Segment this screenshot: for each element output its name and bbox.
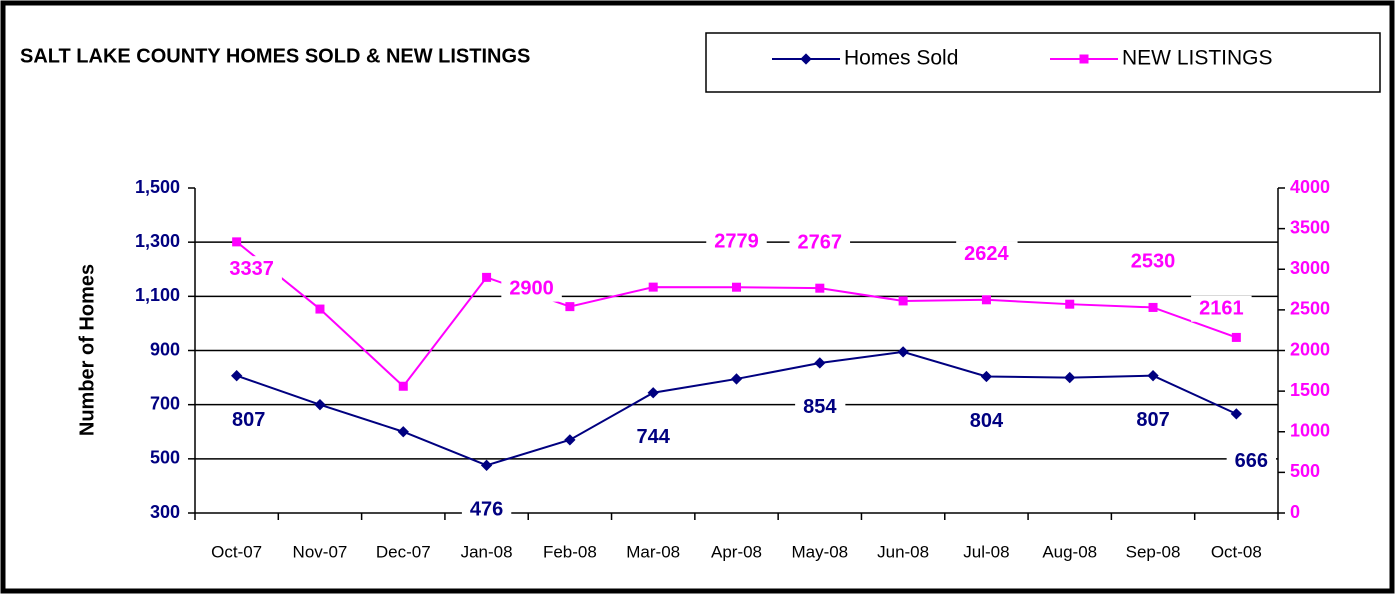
data-label: 807: [232, 409, 265, 431]
data-label: 2900: [509, 278, 554, 300]
data-label: 807: [1136, 409, 1169, 431]
data-label: 854: [803, 396, 837, 418]
y2-tick-label: 1000: [1290, 421, 1330, 441]
point-marker: [1230, 408, 1243, 420]
point-marker: [230, 370, 243, 382]
y-axis-label: Number of Homes: [76, 264, 98, 436]
data-label: 666: [1235, 450, 1268, 472]
y2-tick-label: 3000: [1290, 258, 1330, 278]
y-tick-label: 1,500: [135, 177, 180, 197]
point-marker: [1065, 299, 1075, 309]
point-marker: [1231, 332, 1241, 342]
point-marker: [1147, 370, 1159, 382]
legend-label: NEW LISTINGS: [1122, 47, 1273, 70]
point-marker: [732, 282, 741, 292]
y-tick-label: 300: [150, 502, 180, 522]
point-marker: [314, 399, 326, 411]
x-tick-label: Jul-08: [963, 542, 1009, 561]
data-label-bg: [501, 275, 562, 302]
data-label-bg: [628, 424, 679, 451]
data-label-bg: [461, 496, 512, 523]
x-tick-label: Nov-07: [293, 542, 348, 561]
data-label: 744: [637, 426, 671, 448]
point-marker: [1148, 302, 1158, 312]
data-label-bg: [961, 407, 1012, 434]
data-label-bg: [1128, 406, 1178, 433]
data-label-bg: [221, 256, 282, 283]
x-tick-label: Sep-08: [1126, 542, 1181, 561]
x-tick-label: Mar-08: [626, 542, 680, 561]
point-marker: [980, 370, 993, 383]
point-marker: [898, 296, 908, 306]
point-marker: [232, 237, 242, 247]
point-marker: [1064, 371, 1076, 384]
x-tick-label: Dec-07: [376, 542, 431, 561]
y-tick-label: 900: [150, 339, 180, 359]
y-tick-label: 700: [150, 393, 180, 413]
data-label: 2161: [1199, 298, 1244, 320]
y2-tick-label: 500: [1290, 461, 1320, 481]
point-marker: [480, 459, 493, 471]
data-label: 2624: [964, 243, 1009, 265]
x-tick-label: Aug-08: [1042, 542, 1097, 561]
chart-title: SALT LAKE COUNTY HOMES SOLD & NEW LISTIN…: [20, 45, 530, 67]
x-tick-label: Apr-08: [711, 542, 762, 561]
legend-marker: [800, 53, 812, 65]
y2-tick-label: 0: [1290, 502, 1300, 522]
point-marker: [482, 272, 492, 282]
data-label-bg: [1226, 448, 1277, 475]
point-marker: [315, 304, 325, 314]
data-label: 2530: [1131, 251, 1176, 273]
x-tick-label: Oct-08: [1211, 542, 1262, 561]
point-marker: [814, 357, 826, 369]
point-marker: [897, 346, 909, 358]
y2-tick-label: 4000: [1290, 177, 1330, 197]
point-marker: [648, 282, 658, 292]
point-marker: [564, 434, 576, 446]
data-label-bg: [789, 229, 851, 256]
point-marker: [397, 426, 409, 438]
point-marker: [565, 302, 575, 312]
y2-tick-label: 1500: [1290, 380, 1330, 400]
data-label: 804: [970, 410, 1004, 432]
data-label-bg: [706, 228, 767, 255]
legend: [705, 32, 1381, 93]
y2-tick-label: 2000: [1290, 339, 1330, 359]
y2-tick-label: 2500: [1290, 299, 1330, 319]
point-marker: [981, 295, 991, 305]
y2-tick-label: 3500: [1290, 217, 1330, 237]
x-tick-label: Jun-08: [877, 542, 929, 561]
legend-marker: [1079, 54, 1089, 64]
point-marker: [815, 283, 825, 293]
data-label: 3337: [229, 258, 274, 280]
data-label: 2779: [714, 230, 759, 252]
x-tick-label: Jan-08: [461, 542, 513, 561]
data-label-bg: [1191, 295, 1252, 322]
data-label-bg: [1122, 248, 1184, 275]
data-label: 476: [470, 499, 503, 521]
point-marker: [398, 381, 408, 391]
x-tick-label: May-08: [791, 542, 848, 561]
legend-label: Homes Sold: [844, 47, 958, 70]
point-marker: [647, 387, 659, 399]
data-label: 2767: [798, 231, 843, 253]
point-marker: [730, 373, 743, 385]
x-tick-label: Oct-07: [211, 542, 262, 561]
y-tick-label: 500: [150, 448, 180, 468]
data-label-bg: [223, 406, 274, 433]
data-label-bg: [795, 394, 846, 421]
data-label-bg: [956, 241, 1018, 268]
y-tick-label: 1,100: [135, 285, 180, 305]
x-tick-label: Feb-08: [543, 542, 597, 561]
y-tick-label: 1,300: [135, 231, 180, 251]
